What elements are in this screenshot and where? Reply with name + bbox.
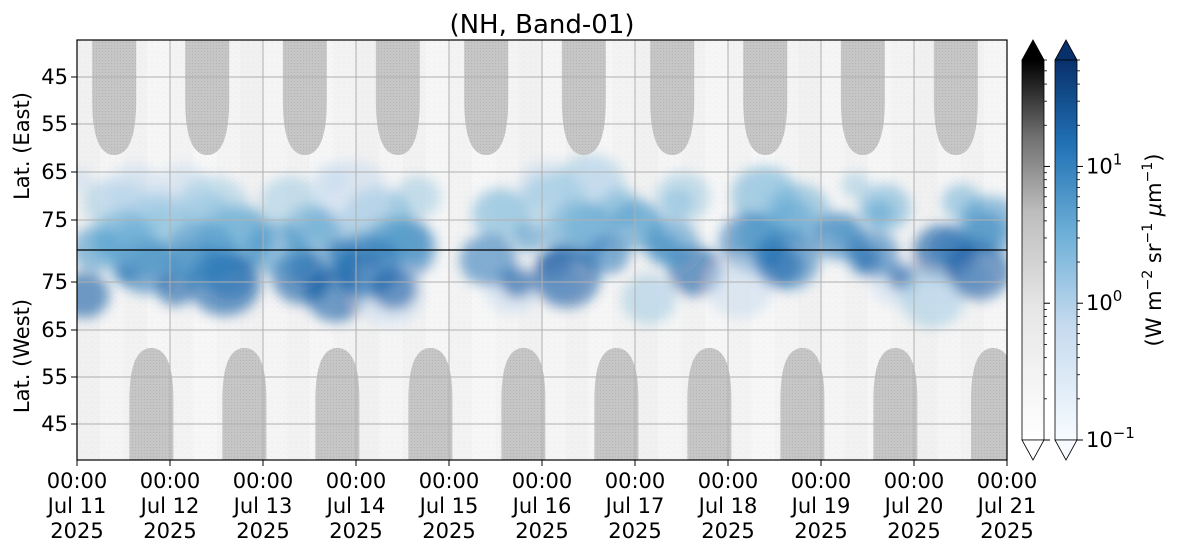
x-tick-label: 00:00 Jul 13 2025 xyxy=(232,469,294,543)
y-tick-label: 45 xyxy=(41,65,68,89)
radiance-blob xyxy=(459,234,517,286)
radiance-blob xyxy=(300,210,337,242)
fov-bottom xyxy=(129,348,174,460)
colorbar-blue xyxy=(1054,39,1078,461)
colorbar-blue-body xyxy=(1054,59,1078,441)
radiance-blob xyxy=(205,256,254,300)
radiance-blob xyxy=(488,194,522,224)
x-tick-label: 00:00 Jul 11 2025 xyxy=(46,469,108,543)
colorbar-ticks: 10−1 100 101 xyxy=(1044,59,1135,452)
x-tick-label: 00:00 Jul 16 2025 xyxy=(511,469,573,543)
x-ticks: 00:00 Jul 11 2025 00:00 Jul 12 2025 00:00 Jul 1… xyxy=(46,460,1038,543)
y-tick-label: 75 xyxy=(41,270,68,294)
radiance-blob xyxy=(144,198,183,232)
y-tick-label: 55 xyxy=(41,365,68,389)
x-tick-label: 00:00 Jul 18 2025 xyxy=(697,469,759,543)
out-of-view-regions xyxy=(92,40,1007,460)
x-tick-label: 00:00 Jul 21 2025 xyxy=(976,469,1038,543)
fov-bottom xyxy=(971,348,1007,460)
fov-bottom xyxy=(501,348,546,460)
fov-bottom xyxy=(687,348,732,460)
colorbar-gray-body xyxy=(1021,59,1045,441)
radiance-blob xyxy=(946,242,1007,300)
x-tick-label: 00:00 Jul 17 2025 xyxy=(604,469,666,543)
fov-top xyxy=(375,40,420,155)
radiance-blob xyxy=(858,184,911,232)
x-tick-label: 00:00 Jul 20 2025 xyxy=(883,469,945,543)
radiance-blob xyxy=(638,280,670,308)
colorbar-blue-extend-max xyxy=(1054,39,1078,61)
radiance-blob xyxy=(370,268,417,310)
fov-top xyxy=(464,40,509,155)
radiance-blob xyxy=(77,272,110,318)
fov-top xyxy=(840,40,885,155)
colorbar-gray-extend-min xyxy=(1021,439,1045,461)
colorbar-gray xyxy=(1021,39,1045,461)
fov-top xyxy=(933,40,978,155)
radiance-blob xyxy=(77,168,93,192)
x-tick-label: 00:00 Jul 19 2025 xyxy=(790,469,852,543)
chart-title: (NH, Band-01) xyxy=(449,10,634,40)
y-ticks: 45 55 65 75 75 65 55 45 xyxy=(41,65,77,436)
radiance-blob xyxy=(753,230,820,290)
radiance-blob xyxy=(561,206,606,246)
y-tick-label: 65 xyxy=(41,160,68,184)
radiance-blob xyxy=(958,196,1007,254)
radiance-blob xyxy=(532,246,601,308)
fov-bottom xyxy=(315,348,360,460)
fov-top xyxy=(561,40,606,155)
y-tick-label: 45 xyxy=(41,412,68,436)
y-tick-label: 55 xyxy=(41,112,68,136)
y-tick-label: 65 xyxy=(41,318,68,342)
radiance-blob xyxy=(846,230,899,278)
radiance-blob xyxy=(917,276,958,312)
radiance-blob xyxy=(655,172,711,222)
colorbar-tick-label: 10−1 xyxy=(1086,424,1135,452)
radiance-blob xyxy=(829,218,858,244)
fov-bottom xyxy=(594,348,639,460)
x-tick-label: 00:00 Jul 12 2025 xyxy=(139,469,201,543)
y-axis-label-east: Lat. (East) xyxy=(10,92,34,200)
fov-top xyxy=(743,40,788,155)
radiance-blob xyxy=(132,244,171,278)
x-tick-label: 00:00 Jul 14 2025 xyxy=(325,469,387,543)
y-axis-label-west: Lat. (West) xyxy=(10,299,34,413)
colorbar-label: (W m−2 sr−1 μm−1) xyxy=(1140,154,1166,347)
fov-bottom xyxy=(780,348,825,460)
plot-area xyxy=(77,40,1007,460)
fov-bottom xyxy=(408,348,453,460)
radiance-blob xyxy=(841,172,870,198)
radiance-blob xyxy=(643,218,699,268)
fov-top xyxy=(185,40,230,155)
colorbar-blue-extend-min xyxy=(1054,439,1078,461)
colorbar-tick-label: 101 xyxy=(1086,150,1122,178)
radiance-blob xyxy=(500,268,534,298)
y-tick-label: 75 xyxy=(41,208,68,232)
fov-top xyxy=(282,40,327,155)
fov-bottom xyxy=(873,348,918,460)
fov-top xyxy=(92,40,137,155)
x-tick-label: 00:00 Jul 15 2025 xyxy=(418,469,480,543)
radiance-blob xyxy=(317,160,389,224)
colorbar-gray-extend-max xyxy=(1021,39,1045,61)
fov-bottom xyxy=(222,348,267,460)
fov-top xyxy=(650,40,695,155)
colorbar-tick-label: 100 xyxy=(1086,287,1122,315)
